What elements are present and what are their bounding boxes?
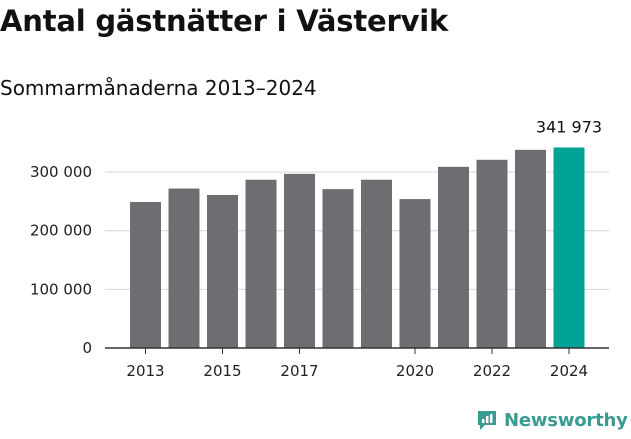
bar-2021 <box>438 166 469 348</box>
y-tick-label: 0 <box>82 339 92 357</box>
x-tick-label: 2022 <box>473 362 511 380</box>
newsworthy-logo-icon <box>478 411 496 430</box>
bars <box>130 147 585 348</box>
bar-2017 <box>284 173 315 348</box>
bar-2022 <box>476 159 508 348</box>
data-label-2024: 341 973 <box>536 118 602 137</box>
y-tick-label: 300 000 <box>30 163 92 181</box>
x-tick-label: 2020 <box>396 362 434 380</box>
bar-2018 <box>322 189 354 348</box>
x-tick-label: 2017 <box>280 362 318 380</box>
bar-2024 <box>553 147 585 348</box>
axes <box>105 347 609 354</box>
labels: 0 100 000 200 000 300 000 2013 2015 2017 2020 20… <box>30 118 602 381</box>
brand-name: Newsworthy <box>504 409 628 431</box>
bar-2014 <box>168 188 200 348</box>
newsworthy-brand: Newsworthy <box>476 409 628 431</box>
x-tick-label: 2015 <box>203 362 241 380</box>
y-tick-label: 200 000 <box>30 222 92 240</box>
bar-2015 <box>207 194 238 348</box>
bar-2023 <box>515 149 546 348</box>
bar-2013 <box>130 202 161 348</box>
bar-2019 <box>361 179 392 348</box>
bar-chart: 0 100 000 200 000 300 000 2013 2015 2017 2020 20… <box>30 118 609 381</box>
x-tick-label: 2013 <box>126 362 164 380</box>
chart-title: Antal gästnätter i Västervik <box>0 4 449 38</box>
x-tick-label: 2024 <box>550 362 588 380</box>
y-tick-label: 100 000 <box>30 280 92 298</box>
bar-2016 <box>245 179 277 348</box>
chart-subtitle: Sommarmånaderna 2013–2024 <box>0 76 317 100</box>
bar-2020 <box>399 199 431 348</box>
